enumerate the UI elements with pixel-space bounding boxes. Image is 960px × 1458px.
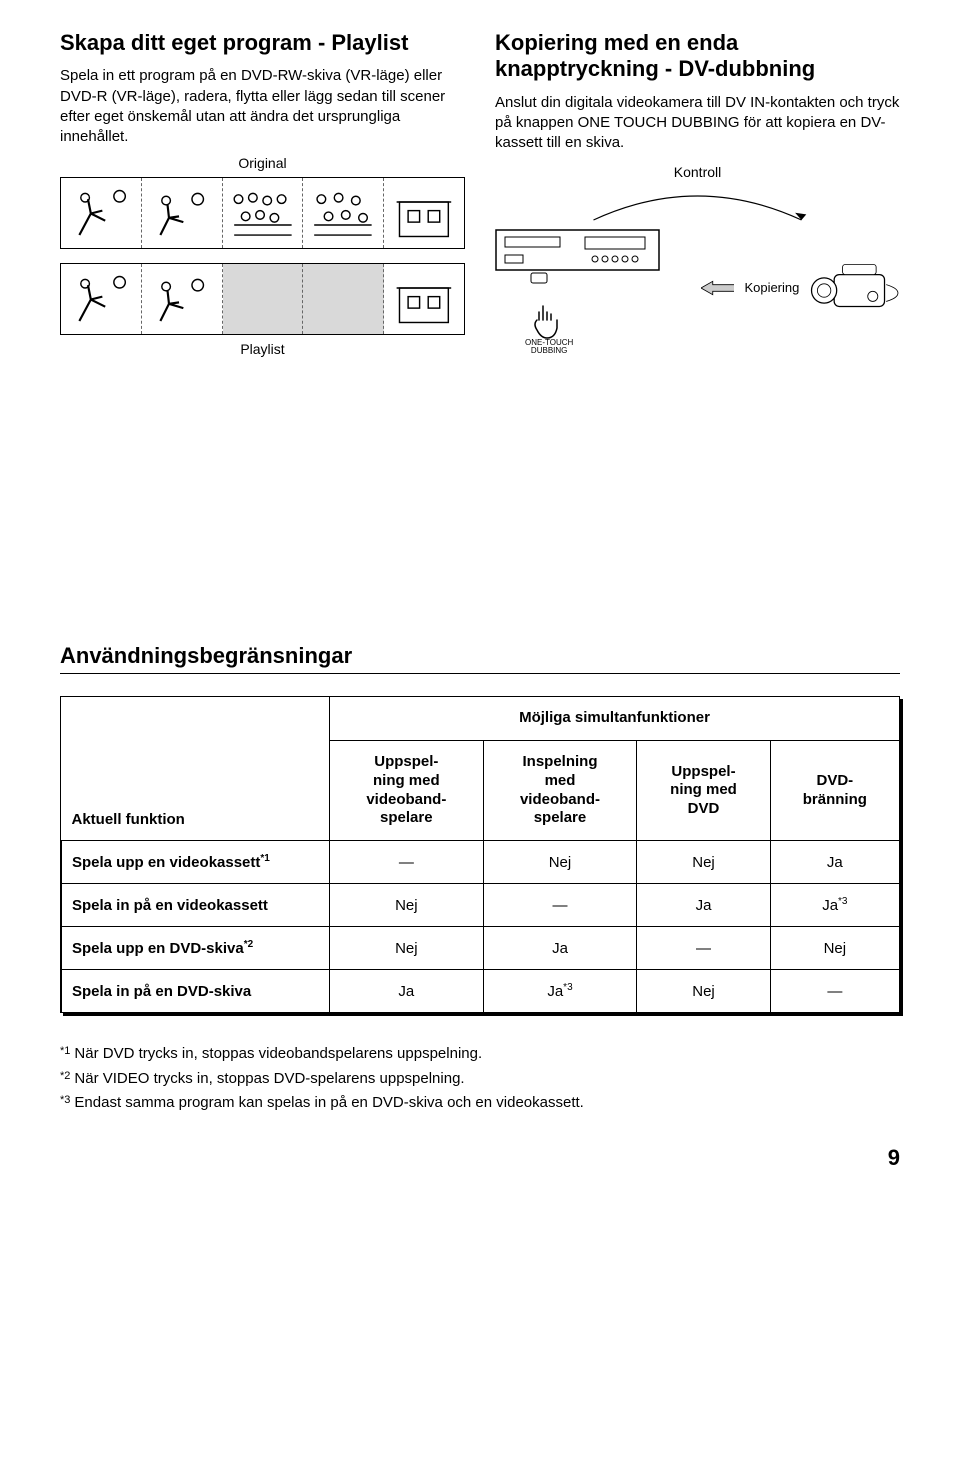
row-header-label: Aktuell funktion bbox=[62, 697, 330, 840]
kopiering-label: Kopiering bbox=[744, 280, 799, 295]
thumb-kick-icon bbox=[146, 182, 218, 245]
cell: Ja bbox=[330, 970, 484, 1013]
footnote-2: *2När VIDEO trycks in, stoppas DVD-spela… bbox=[60, 1068, 900, 1091]
thumb-kick-icon bbox=[65, 182, 137, 245]
footnote-3: *3Endast samma program kan spelas in på … bbox=[60, 1092, 900, 1115]
cell: Nej bbox=[637, 970, 770, 1013]
row-label-2: Spela upp en DVD-skiva*2 bbox=[62, 927, 330, 970]
footnotes: *1När DVD trycks in, stoppas videobandsp… bbox=[60, 1043, 900, 1115]
cell: Ja bbox=[483, 927, 637, 970]
cell: Nej bbox=[770, 927, 899, 970]
cell: Nej bbox=[483, 841, 637, 884]
thumb-kick-icon bbox=[65, 268, 137, 331]
cell: — bbox=[483, 884, 637, 927]
col-header-2: Uppspel-ning medDVD bbox=[637, 741, 770, 841]
dvd-recorder-icon: ONE-TOUCHDUBBING bbox=[495, 229, 691, 347]
playlist-caption: Playlist bbox=[60, 341, 465, 357]
playlist-body: Spela in ett program på en DVD-RW-skiva … bbox=[60, 66, 465, 147]
table-row: Spela in på en DVD-skiva Ja Ja*3 Nej — bbox=[62, 970, 900, 1013]
col-header-1: Inspelningmedvideoband-spelare bbox=[483, 741, 637, 841]
cell: Ja*3 bbox=[770, 884, 899, 927]
control-arc-icon bbox=[495, 184, 900, 224]
footnote-1: *1När DVD trycks in, stoppas videobandsp… bbox=[60, 1043, 900, 1066]
thumb-house-icon bbox=[388, 268, 460, 331]
cell: Ja bbox=[770, 841, 899, 884]
cell: Ja bbox=[637, 884, 770, 927]
limits-table: Aktuell funktion Möjliga simultanfunktio… bbox=[60, 696, 900, 1013]
original-caption: Original bbox=[60, 155, 465, 171]
cell: — bbox=[637, 927, 770, 970]
row-label-3: Spela in på en DVD-skiva bbox=[62, 970, 330, 1013]
cell: Nej bbox=[637, 841, 770, 884]
page-number: 9 bbox=[60, 1145, 900, 1171]
thumb-house-icon bbox=[388, 182, 460, 245]
cell: — bbox=[330, 841, 484, 884]
playlist-section: Skapa ditt eget program - Playlist Spela… bbox=[60, 30, 465, 363]
col-header-0: Uppspel-ning medvideoband-spelare bbox=[330, 741, 484, 841]
playlist-title: Skapa ditt eget program - Playlist bbox=[60, 30, 465, 56]
col-header-3: DVD-bränning bbox=[770, 741, 899, 841]
kontroll-label: Kontroll bbox=[495, 164, 900, 180]
thumb-kick-icon bbox=[146, 268, 218, 331]
thumb-crowd-icon bbox=[307, 182, 379, 245]
one-touch-label: ONE-TOUCHDUBBING bbox=[525, 339, 573, 355]
table-row: Spela upp en videokassett*1 — Nej Nej Ja bbox=[62, 841, 900, 884]
table-row: Spela in på en videokassett Nej — Ja Ja*… bbox=[62, 884, 900, 927]
camcorder-icon bbox=[809, 254, 900, 322]
cell: Nej bbox=[330, 927, 484, 970]
dubbing-body: Anslut din digitala videokamera till DV … bbox=[495, 93, 900, 154]
limits-section-title: Användningsbegränsningar bbox=[60, 643, 900, 674]
thumb-empty bbox=[303, 264, 384, 334]
table-row: Spela upp en DVD-skiva*2 Nej Ja — Nej bbox=[62, 927, 900, 970]
cell: Ja*3 bbox=[483, 970, 637, 1013]
group-header: Möjliga simultanfunktioner bbox=[330, 697, 900, 740]
arrow-left-icon bbox=[701, 278, 735, 298]
row-label-0: Spela upp en videokassett*1 bbox=[62, 841, 330, 884]
filmstrip-playlist bbox=[60, 263, 465, 335]
dubbing-section: Kopiering med en enda knapptryckning - D… bbox=[495, 30, 900, 363]
thumb-crowd-icon bbox=[227, 182, 299, 245]
row-label-1: Spela in på en videokassett bbox=[62, 884, 330, 927]
cell: — bbox=[770, 970, 899, 1013]
filmstrip-original bbox=[60, 177, 465, 249]
thumb-empty bbox=[223, 264, 304, 334]
cell: Nej bbox=[330, 884, 484, 927]
dubbing-title: Kopiering med en enda knapptryckning - D… bbox=[495, 30, 900, 83]
hand-press-icon bbox=[529, 304, 559, 342]
